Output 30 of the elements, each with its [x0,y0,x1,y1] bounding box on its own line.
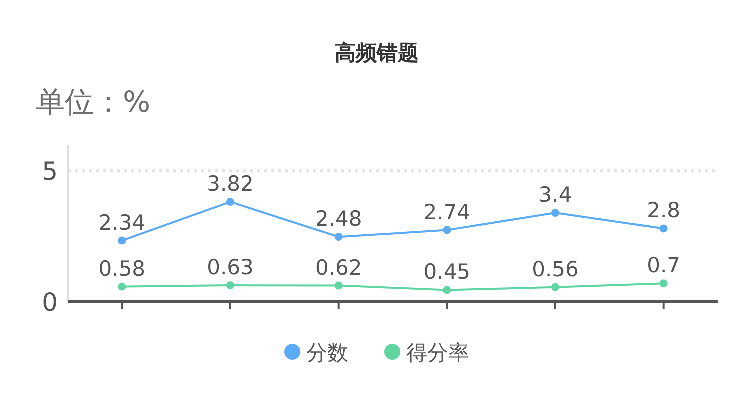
point [552,283,560,292]
point [226,198,234,206]
title: 高频错题 [335,41,419,65]
y-tick-label: 0 [42,288,58,317]
legend-label: 分数 [306,341,348,365]
data-label: 0.62 [315,256,362,280]
data-label: 0.45 [424,260,471,284]
point [334,282,343,290]
data-label: 0.7 [647,254,681,278]
point [660,280,668,288]
data-label: 2.34 [98,210,146,235]
data-label: 0.63 [207,256,254,280]
y-tick-label: 5 [42,157,58,186]
data-label: 3.4 [538,183,572,208]
point [552,209,560,218]
data-label: 0.56 [532,257,579,282]
point [118,282,126,291]
point [334,233,343,242]
data-label: 2.8 [647,198,681,223]
data-label: 3.82 [207,172,254,196]
point [226,282,234,290]
point [443,286,452,294]
legend-label: 得分率 [406,341,470,365]
data-label: 0.58 [98,256,146,281]
point [443,226,452,234]
point [118,236,126,245]
data-label: 2.48 [315,207,362,232]
point [660,224,668,233]
data-label: 2.74 [424,200,471,224]
ylabel: 单位：% [36,85,151,119]
